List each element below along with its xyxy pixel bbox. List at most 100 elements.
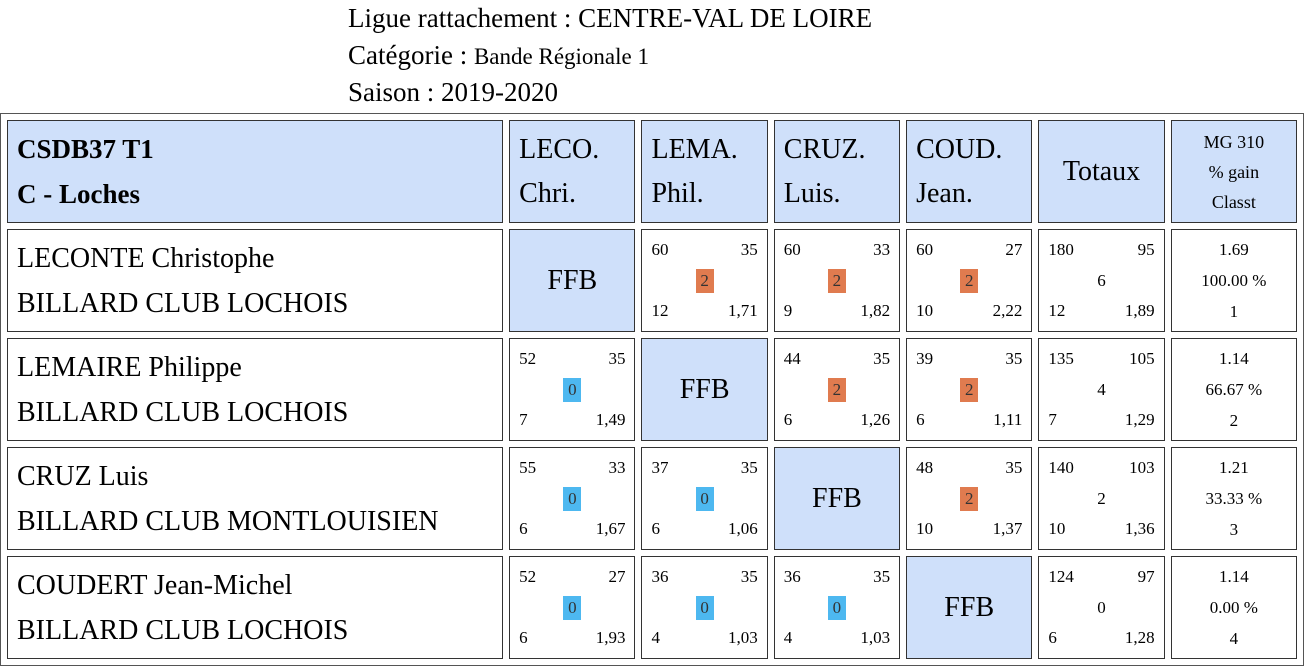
player-row: LEMAIRE Philippe BILLARD CLUB LOCHOIS 52 35…: [7, 338, 1297, 441]
gain-percent: 100.00 %: [1201, 271, 1267, 290]
column-header-player-2: LEMA. Phil.: [641, 120, 768, 223]
header-row: CSDB37 T1 C - Loches LECO. Chri. LEMA. P…: [7, 120, 1297, 223]
points-for: 60: [783, 240, 801, 259]
mg-average: 1.14: [1218, 349, 1249, 368]
categorie-label: Catégorie :: [348, 40, 474, 70]
player-club: BILLARD CLUB MONTLOUISIEN: [17, 505, 439, 537]
points-for: 48: [916, 458, 934, 477]
column-header-player-1: LECO. Chri.: [509, 120, 636, 223]
ranking: 1: [1229, 302, 1239, 321]
average: 2,22: [992, 301, 1023, 320]
match-points-badge: 0: [563, 595, 582, 620]
average: 1,28: [1124, 628, 1155, 647]
points-against: 35: [608, 349, 626, 368]
average: 1,36: [1124, 519, 1155, 538]
match-points-badge: 2: [695, 268, 714, 293]
points-against: 35: [1005, 458, 1023, 477]
points-against: 35: [873, 567, 891, 586]
column-header-line2: Chri.: [519, 177, 576, 209]
gain-percent: 66.67 %: [1205, 380, 1263, 399]
innings: 6: [916, 410, 925, 429]
score-cell: 135 105 7 1,29 4: [1038, 338, 1165, 441]
points-for: 52: [519, 349, 537, 368]
match-points: 4: [1097, 379, 1106, 399]
innings: 6: [1048, 628, 1057, 647]
points-against: 35: [740, 240, 758, 259]
match-points-badge: 2: [827, 268, 846, 293]
ffb-cell: FFB: [773, 447, 901, 550]
points-for: 180: [1048, 240, 1074, 259]
player-name: CRUZ Luis: [17, 460, 149, 492]
column-header-line1: LECO.: [519, 133, 600, 165]
points-for: 140: [1048, 458, 1074, 477]
results-table: CSDB37 T1 C - Loches LECO. Chri. LEMA. P…: [0, 113, 1304, 666]
average: 1,89: [1124, 301, 1155, 320]
mg-average: 1.14: [1218, 567, 1249, 586]
points-for: 60: [916, 240, 934, 259]
innings: 7: [519, 410, 528, 429]
column-header-player-3: CRUZ. Luis.: [773, 120, 901, 223]
mg-cell: 1.14 0.00 % 4: [1170, 556, 1297, 659]
average: 1,26: [860, 410, 891, 429]
points-against: 33: [608, 458, 626, 477]
column-header-line2: Luis.: [783, 177, 841, 209]
match-points: 6: [1097, 270, 1106, 290]
match-points: 2: [1097, 488, 1106, 508]
score-cell: 48 35 10 1,37 2: [906, 447, 1033, 550]
innings: 6: [519, 519, 528, 538]
player-club: BILLARD CLUB LOCHOIS: [17, 396, 349, 428]
innings: 6: [651, 519, 660, 538]
innings: 12: [651, 301, 669, 320]
average: 1,03: [728, 628, 758, 647]
score-cell: 52 35 7 1,49 0: [509, 338, 636, 441]
average: 1,29: [1124, 410, 1155, 429]
player-cell: COUDERT Jean-Michel BILLARD CLUB LOCHOIS: [7, 556, 504, 659]
saison-heading: Saison : 2019-2020: [348, 77, 559, 107]
points-against: 33: [873, 240, 891, 259]
totaux-header: Totaux: [1038, 120, 1165, 223]
match-points-badge: 2: [960, 486, 979, 511]
match-points-badge: 0: [827, 595, 846, 620]
innings: 9: [783, 301, 793, 320]
innings: 7: [1048, 410, 1057, 429]
column-header-line2: Phil.: [651, 177, 704, 209]
points-for: 60: [651, 240, 669, 259]
points-for: 39: [916, 349, 934, 368]
team-location: C - Loches: [17, 178, 140, 209]
match-points-badge: 0: [695, 595, 714, 620]
score-cell: 60 27 10 2,22 2: [906, 229, 1033, 332]
mg-header-line: MG 310: [1203, 131, 1265, 152]
player-cell: LEMAIRE Philippe BILLARD CLUB LOCHOIS: [7, 338, 504, 441]
average: 1,67: [595, 519, 626, 538]
score-cell: 52 27 6 1,93 0: [509, 556, 636, 659]
score-cell: 60 35 12 1,71 2: [641, 229, 768, 332]
score-cell: 60 33 9 1,82 2: [773, 229, 901, 332]
score-cell: 140 103 10 1,36 2: [1038, 447, 1165, 550]
innings: 10: [916, 519, 934, 538]
average: 1,37: [992, 519, 1023, 538]
categorie-heading: Catégorie : Bande Régionale 1: [348, 37, 649, 75]
column-header-line1: COUD.: [916, 133, 1003, 165]
points-for: 135: [1048, 349, 1074, 368]
mg-header-line: Classt: [1211, 191, 1256, 212]
points-against: 27: [1005, 240, 1023, 259]
column-header-line2: Jean.: [916, 177, 973, 209]
ffb-cell: FFB: [906, 556, 1033, 659]
score-cell: 37 35 6 1,06 0: [641, 447, 768, 550]
points-for: 36: [783, 567, 801, 586]
points-against: 35: [740, 458, 758, 477]
player-club: BILLARD CLUB LOCHOIS: [17, 287, 349, 319]
mg-header: MG 310 % gain Classt: [1170, 120, 1297, 223]
column-header-line1: LEMA.: [651, 133, 738, 165]
ffb-cell: FFB: [641, 338, 768, 441]
points-for: 37: [651, 458, 669, 477]
gain-percent: 33.33 %: [1205, 489, 1263, 508]
player-row: CRUZ Luis BILLARD CLUB MONTLOUISIEN 55 33 6 1…: [7, 447, 1297, 550]
score-cell: 36 35 4 1,03 0: [641, 556, 768, 659]
gain-percent: 0.00 %: [1209, 598, 1258, 617]
points-against: 35: [1005, 349, 1023, 368]
ffb-cell: FFB: [509, 229, 636, 332]
ranking: 4: [1229, 629, 1239, 648]
player-row: LECONTE Christophe BILLARD CLUB LOCHOIS FF…: [7, 229, 1297, 332]
player-cell: LECONTE Christophe BILLARD CLUB LOCHOIS: [7, 229, 504, 332]
